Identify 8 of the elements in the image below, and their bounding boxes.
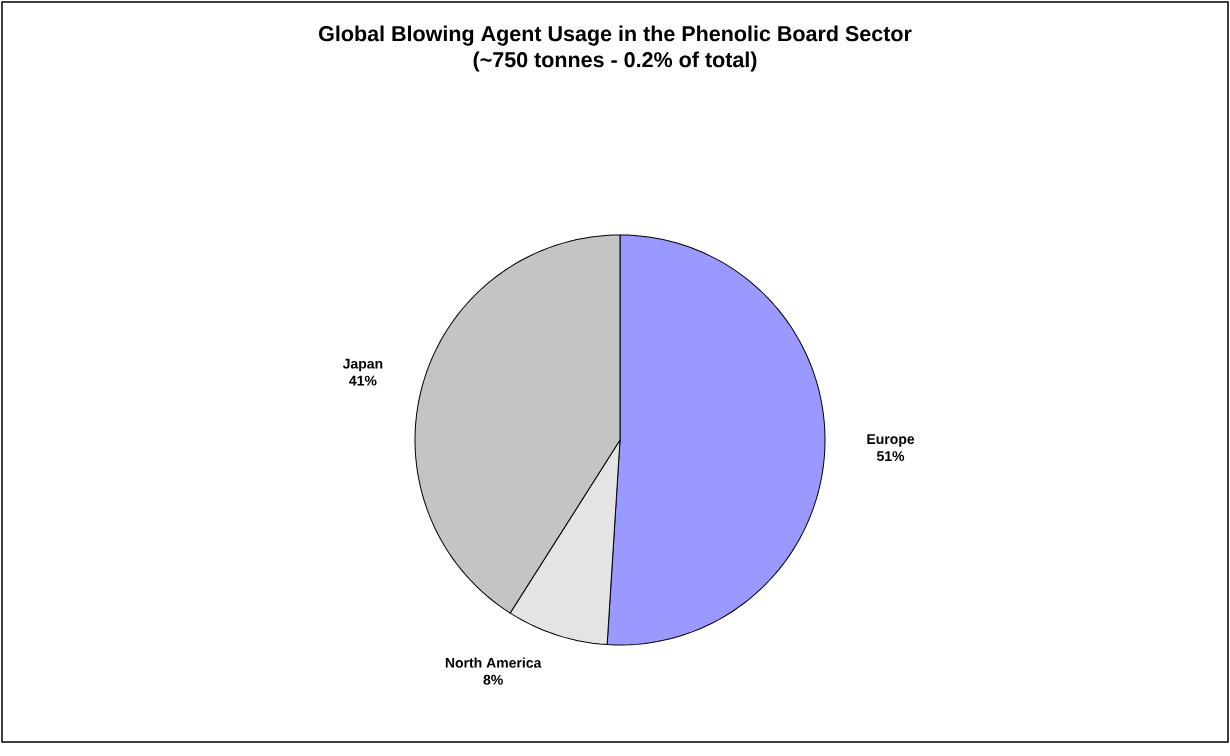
slice-label: Europe <box>867 434 915 447</box>
chart-subtitle: (~750 tonnes - 0.2% of total) <box>473 51 757 72</box>
data-label: 41% <box>349 375 377 386</box>
slice-label: North America <box>445 657 542 668</box>
chart-title: Global Blowing Agent Usage in the Phenolic Board Sector <box>319 25 912 46</box>
data-label: 51% <box>876 451 905 462</box>
slice-label: Japan <box>342 358 383 372</box>
data-label: 8% <box>483 674 503 685</box>
